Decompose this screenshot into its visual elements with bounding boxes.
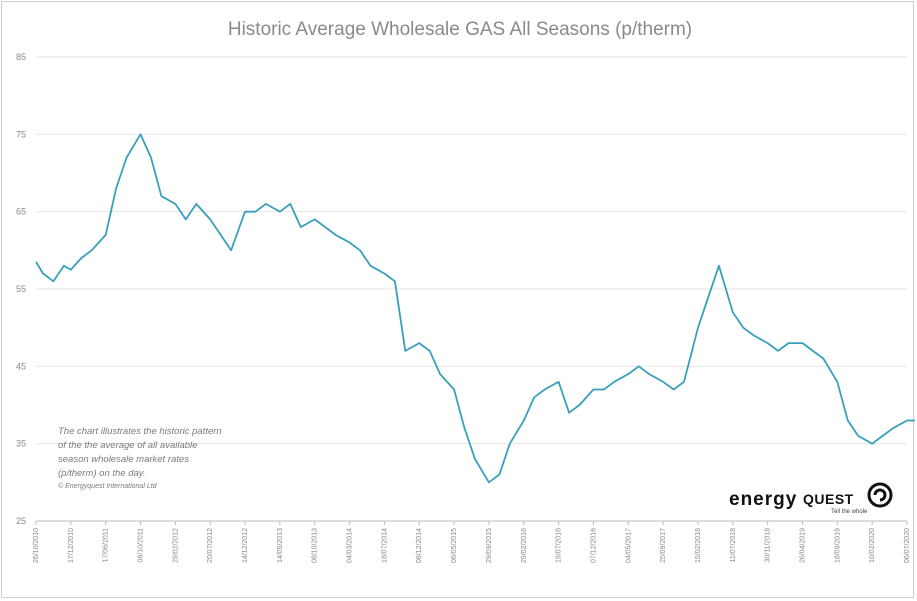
x-tick-label: 08/12/2014 <box>416 528 423 563</box>
x-tick-label: 26/04/2019 <box>799 528 806 563</box>
energyquest-logo: energy QUEST Tell the whole <box>729 482 893 515</box>
x-tick-label: 30/11/2018 <box>765 528 772 563</box>
logo-subtext: Tell the whole <box>831 509 868 515</box>
x-tick-label: 17/12/2010 <box>68 528 75 563</box>
annotation-line-4: (p/therm) on the day. <box>58 468 145 479</box>
x-tick-label: 29/02/2016 <box>521 528 528 563</box>
x-tick-label: 08/10/2013 <box>312 528 319 563</box>
y-tick-label: 25 <box>16 516 26 526</box>
x-tick-label: 04/03/2014 <box>347 528 354 563</box>
series-line-0 <box>35 133 915 484</box>
x-axis: 26/10/2010 17/12/2010 17/06/2011 08/10/2011… <box>33 521 911 563</box>
annotation-copyright: © Energyquest International Ltd <box>58 482 158 490</box>
x-tick-label: 19/07/2016 <box>556 528 563 563</box>
x-tick-label: 14/12/2012 <box>242 528 249 563</box>
x-tick-label: 10/02/2020 <box>869 528 876 563</box>
series-group <box>35 133 915 484</box>
y-tick-label: 35 <box>16 439 26 449</box>
chart-title: Historic Average Wholesale GAS All Seaso… <box>228 19 692 40</box>
x-tick-label: 04/05/2017 <box>625 528 632 563</box>
x-tick-label: 20/07/2012 <box>207 528 214 563</box>
x-tick-label: 29/09/2015 <box>486 528 493 563</box>
y-tick-label: 75 <box>16 129 26 139</box>
x-tick-label: 18/07/2014 <box>381 528 388 563</box>
x-tick-label: 07/12/2016 <box>590 528 597 563</box>
x-tick-label: 06/05/2015 <box>451 528 458 563</box>
annotation-line-1: The chart illustrates the historic patte… <box>58 426 222 437</box>
x-tick-label: 17/06/2011 <box>103 528 110 563</box>
x-tick-label: 29/02/2012 <box>172 528 179 563</box>
logo-text-energy: energy <box>729 489 797 510</box>
y-tick-label: 65 <box>16 207 26 217</box>
logo-swirl-icon <box>867 482 893 508</box>
annotation-line-3: season wholesale market rates <box>58 454 189 465</box>
x-tick-label: 11/07/2018 <box>730 528 737 563</box>
x-tick-label: 25/09/2017 <box>660 528 667 563</box>
x-tick-label: 15/02/2018 <box>695 528 702 563</box>
logo-text-quest: QUEST <box>803 491 854 507</box>
annotation-line-2: of the the average of all available <box>58 440 197 451</box>
y-tick-label: 45 <box>16 361 26 371</box>
x-tick-label: 18/09/2019 <box>834 528 841 563</box>
x-tick-label: 08/10/2011 <box>138 528 145 563</box>
y-tick-label: 85 <box>16 52 26 62</box>
x-tick-label: 14/05/2013 <box>277 528 284 563</box>
annotation: The chart illustrates the historic patte… <box>58 426 222 490</box>
y-axis: 25 35 45 55 65 75 85 <box>16 52 26 526</box>
x-tick-label: 26/10/2010 <box>33 528 40 563</box>
y-tick-label: 55 <box>16 284 26 294</box>
x-tick-label: 06/07/2020 <box>904 528 911 563</box>
